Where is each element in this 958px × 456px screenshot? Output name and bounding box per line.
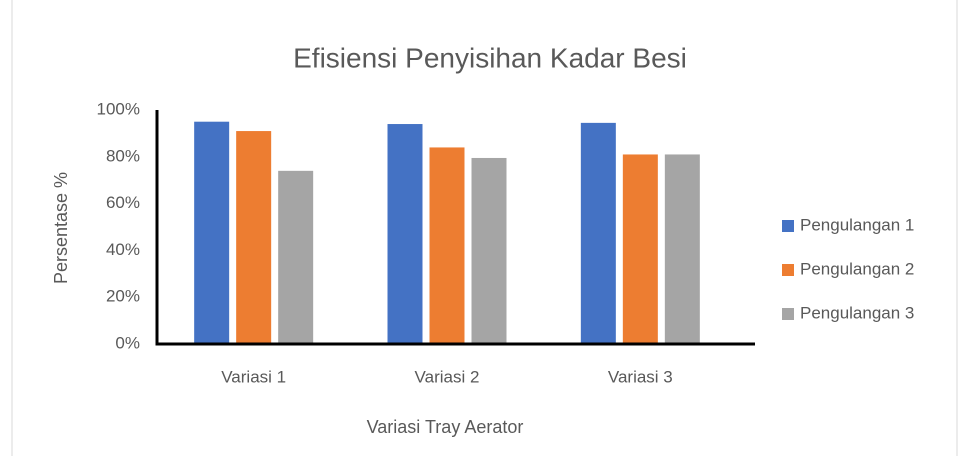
bar xyxy=(664,154,700,344)
bar xyxy=(580,122,616,345)
x-tick-label: Variasi 1 xyxy=(221,367,286,386)
x-axis-title: Variasi Tray Aerator xyxy=(367,417,524,437)
y-tick-label: 0% xyxy=(115,333,140,352)
bar xyxy=(194,121,230,344)
x-tick-label: Variasi 2 xyxy=(415,367,480,386)
y-tick-label: 100% xyxy=(97,99,140,118)
legend-swatch xyxy=(782,264,794,276)
bar xyxy=(278,170,314,344)
chart-title: Efisiensi Penyisihan Kadar Besi xyxy=(293,42,687,73)
y-tick-label: 40% xyxy=(106,240,140,259)
bar xyxy=(622,154,658,344)
x-tick-label: Variasi 3 xyxy=(608,367,673,386)
bar xyxy=(429,147,465,344)
y-tick-label: 20% xyxy=(106,287,140,306)
legend-label: Pengulangan 3 xyxy=(800,303,914,322)
legend-swatch xyxy=(782,220,794,232)
bar xyxy=(236,131,272,344)
y-axis-title: Persentase % xyxy=(51,172,71,284)
legend-label: Pengulangan 2 xyxy=(800,259,914,278)
legend-swatch xyxy=(782,308,794,320)
y-tick-label: 80% xyxy=(106,146,140,165)
legend-label: Pengulangan 1 xyxy=(800,215,914,234)
y-tick-label: 60% xyxy=(106,193,140,212)
bar xyxy=(471,157,507,344)
bar xyxy=(387,124,423,344)
